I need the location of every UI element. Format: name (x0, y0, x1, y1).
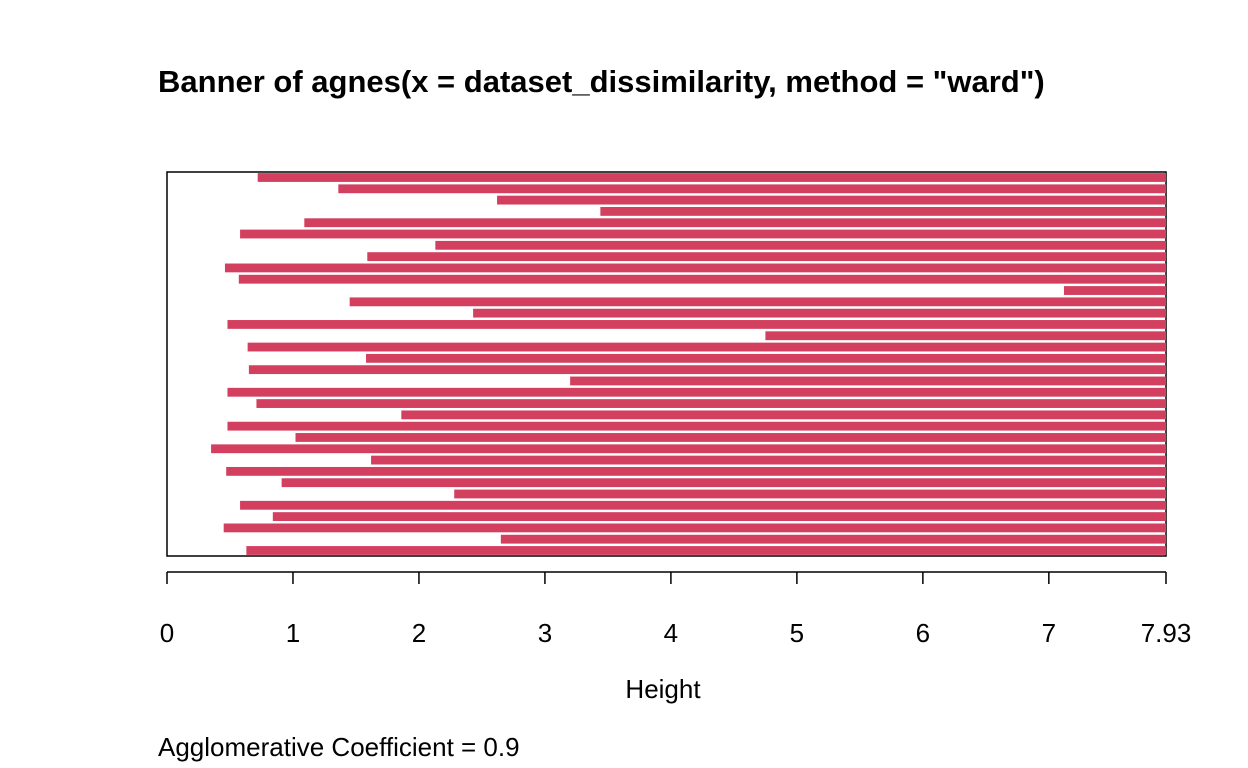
banner-bar (248, 365, 1166, 375)
x-tick-label: 1 (286, 618, 300, 648)
banner-bar (500, 534, 1167, 544)
banner-bar (247, 342, 1166, 352)
banner-bar (224, 263, 1166, 273)
banner-bar (1063, 286, 1166, 295)
banner-bar (246, 546, 1166, 555)
chart-title: Banner of agnes(x = dataset_dissimilarit… (158, 64, 1045, 99)
bars-group (211, 173, 1167, 555)
banner-bar (281, 478, 1166, 488)
plot-frame (166, 171, 1167, 557)
banner-bar (366, 353, 1166, 363)
banner-bar (211, 444, 1167, 454)
banner-bar (338, 184, 1167, 194)
banner-bar (600, 207, 1166, 216)
banner-bar (227, 387, 1167, 397)
x-tick-label: 0 (160, 618, 174, 648)
banner-bar (473, 308, 1166, 318)
x-tick-label: 2 (412, 618, 426, 648)
banner-bar (497, 195, 1166, 205)
banner-bar (226, 466, 1166, 476)
banner-bar (227, 421, 1167, 431)
banner-bar (227, 320, 1167, 329)
x-tick-label: 6 (916, 618, 930, 648)
banner-bar (238, 274, 1166, 284)
x-tick-label: 7 (1042, 618, 1056, 648)
banner-bar (272, 512, 1166, 521)
banner-bar (304, 218, 1166, 228)
banner-bar (349, 297, 1166, 307)
x-tick-label: 5 (790, 618, 804, 648)
banner-bar (223, 523, 1166, 533)
banner-bar (240, 229, 1166, 239)
x-tick-label: 4 (664, 618, 678, 648)
banner-bar (765, 331, 1166, 341)
banner-bar (454, 489, 1167, 499)
banner-bar (256, 399, 1166, 408)
banner-bar (257, 173, 1166, 182)
agglomerative-coefficient: Agglomerative Coefficient = 0.9 (158, 732, 520, 762)
x-tick-label: 3 (538, 618, 552, 648)
banner-bar (570, 376, 1166, 386)
banner-bar (371, 455, 1167, 465)
x-axis-label: Height (625, 674, 701, 704)
x-tick-label: 7.93 (1141, 618, 1192, 648)
banner-bar (401, 410, 1166, 420)
banner-bar (367, 252, 1166, 262)
banner-bar (435, 240, 1167, 250)
banner-bar (240, 500, 1166, 510)
banner-bar (295, 433, 1166, 442)
x-axis: 0 1 2 3 4 5 6 7 7.93 (160, 571, 1192, 648)
